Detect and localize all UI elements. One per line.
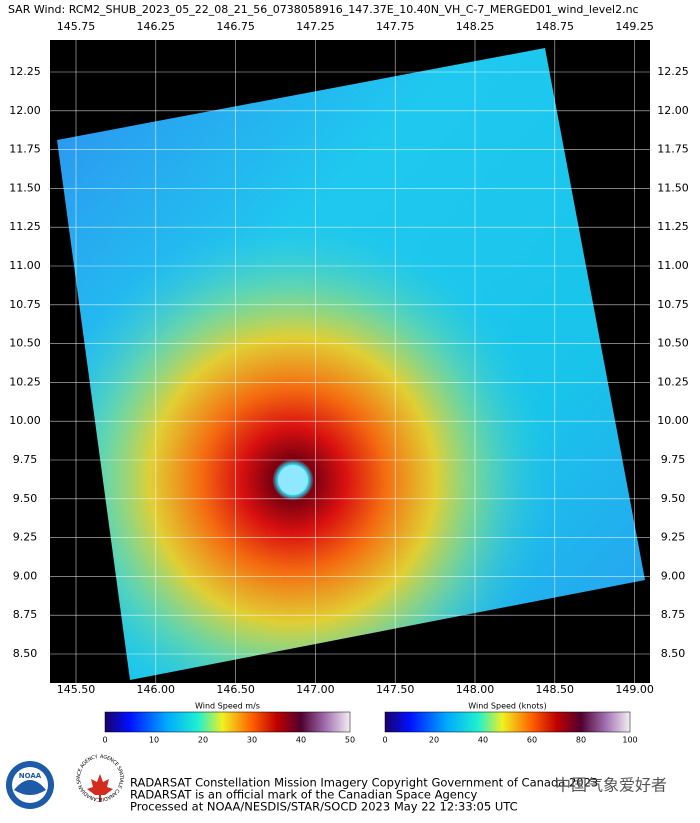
title: SAR Wind: RCM2_SHUB_2023_05_22_08_21_56_… (8, 3, 639, 16)
lat-label-left: 11.25 (9, 220, 41, 233)
noaa-text: NOAA (19, 772, 42, 780)
lat-label-right: 8.50 (661, 647, 686, 660)
lat-label-left: 10.75 (9, 298, 41, 311)
lat-label-right: 11.25 (657, 220, 689, 233)
colorbar-tick: 40 (478, 736, 488, 745)
lat-label-right: 9.75 (661, 453, 686, 466)
top-lon-label: 145.75 (57, 20, 96, 33)
bottom-lon-label: 149.00 (615, 683, 654, 696)
bottom-lon-label: 148.50 (536, 683, 575, 696)
bottom-lon-label: 146.00 (137, 683, 176, 696)
csa-ring-text: CANADIAN SPACE AGENCY (75, 753, 100, 802)
top-lon-label: 146.75 (216, 20, 255, 33)
colorbar-tick: 20 (198, 736, 208, 745)
lat-label-right: 11.75 (657, 143, 689, 156)
colorbar-tick: 30 (247, 736, 257, 745)
bottom-lon-label: 145.50 (57, 683, 96, 696)
lat-label-left: 9.50 (13, 492, 38, 505)
noaa-logo: NOAA (6, 761, 54, 809)
colorbar-tick: 40 (296, 736, 306, 745)
lat-label-left: 10.25 (9, 375, 41, 388)
lat-label-left: 9.25 (13, 531, 38, 544)
colorbar (384, 711, 631, 733)
grid (50, 40, 650, 683)
colorbar-tick: 100 (622, 736, 637, 745)
lat-label-left: 8.50 (13, 647, 38, 660)
colorbar-tick: 0 (382, 736, 387, 745)
axis-labels: 145.75 146.25 146.75 147.25 147.75 148.25 148.… (9, 20, 689, 696)
watermark: 中国气象爱好者 (555, 776, 667, 795)
lat-label-right: 11.50 (657, 181, 689, 194)
top-lon-label: 149.25 (615, 20, 654, 33)
lat-label-left: 9.00 (13, 569, 38, 582)
lat-label-left: 12.25 (9, 65, 41, 78)
lat-label-left: 11.00 (9, 259, 41, 272)
colorbar (104, 711, 351, 733)
lat-label-right: 10.75 (657, 298, 689, 311)
lat-label-right: 9.00 (661, 569, 686, 582)
lat-label-left: 12.00 (9, 104, 41, 117)
lat-label-right: 9.25 (661, 531, 686, 544)
colorbar-tick: 20 (429, 736, 439, 745)
lat-label-right: 8.75 (661, 608, 686, 621)
colorbars: Wind Speed m/s 0 10 20 30 40 50 Wind Speed (kno… (102, 702, 637, 745)
lat-label-right: 9.50 (661, 492, 686, 505)
lat-label-right: 10.00 (657, 414, 689, 427)
colorbar-tick: 50 (345, 736, 355, 745)
top-lon-label: 148.75 (536, 20, 575, 33)
footer-line: RADARSAT is an official mark of the Cana… (130, 788, 477, 802)
lat-label-right: 12.25 (657, 65, 689, 78)
lat-label-right: 12.00 (657, 104, 689, 117)
colorbar-tick: 60 (527, 736, 537, 745)
csa-en: CANADIAN SPACE AGENCY (75, 753, 100, 802)
lat-label-right: 10.25 (657, 375, 689, 388)
colorbar-title: Wind Speed m/s (195, 702, 260, 711)
bottom-lon-label: 147.00 (296, 683, 335, 696)
bottom-lon-label: 148.00 (456, 683, 495, 696)
lat-label-left: 10.00 (9, 414, 41, 427)
colorbar-title: Wind Speed (knots) (468, 702, 546, 711)
lat-label-left: 9.75 (13, 453, 38, 466)
lat-label-right: 10.50 (657, 337, 689, 350)
top-lon-label: 147.25 (296, 20, 335, 33)
lat-label-left: 11.50 (9, 181, 41, 194)
footer-line: RADARSAT Constellation Mission Imagery C… (130, 776, 598, 790)
lat-label-left: 11.75 (9, 143, 41, 156)
top-lon-label: 147.75 (376, 20, 415, 33)
footer-line: Processed at NOAA/NESDIS/STAR/SOCD 2023 … (130, 800, 518, 814)
bottom-lon-label: 146.50 (216, 683, 255, 696)
lat-label-left: 10.50 (9, 337, 41, 350)
lat-label-left: 8.75 (13, 608, 38, 621)
footer: RADARSAT Constellation Mission Imagery C… (130, 776, 598, 814)
lat-label-right: 11.00 (657, 259, 689, 272)
colorbar-tick: 0 (102, 736, 107, 745)
colorbar-tick: 10 (149, 736, 159, 745)
top-lon-label: 148.25 (456, 20, 495, 33)
colorbar-tick: 80 (576, 736, 586, 745)
bottom-lon-label: 147.50 (376, 683, 415, 696)
top-lon-label: 146.25 (137, 20, 176, 33)
